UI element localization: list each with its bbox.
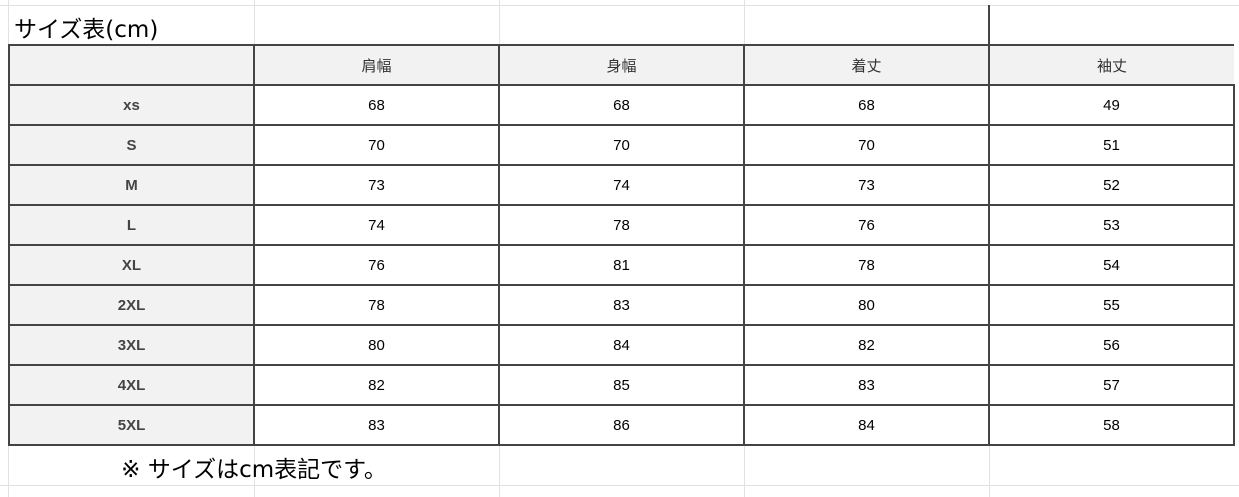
value-cell[interactable]: 78: [743, 244, 990, 286]
value-cell[interactable]: 80: [253, 324, 500, 366]
value-cell[interactable]: 74: [498, 164, 745, 206]
value-cell[interactable]: 81: [498, 244, 745, 286]
value-cell[interactable]: 52: [988, 164, 1235, 206]
gridline: [989, 445, 990, 497]
sheet-title[interactable]: サイズ表(cm): [14, 17, 159, 43]
size-table: 肩幅 身幅 着丈 袖丈 xs 68 68 68 49 S 70 70 70 51 M 73 74 73 52 L 74 7…: [8, 44, 1235, 446]
value-cell[interactable]: 58: [988, 404, 1235, 446]
table-row: XL 76 81 78 54: [8, 244, 1235, 286]
value-cell[interactable]: 76: [743, 204, 990, 246]
value-cell[interactable]: 83: [498, 284, 745, 326]
table-row: 4XL 82 85 83 57: [8, 364, 1235, 406]
header-cell[interactable]: 身幅: [498, 44, 745, 86]
value-cell[interactable]: 57: [988, 364, 1235, 406]
header-cell[interactable]: 袖丈: [988, 44, 1234, 86]
gridline: [0, 5, 1239, 6]
value-cell[interactable]: 68: [253, 84, 500, 126]
value-cell[interactable]: 86: [498, 404, 745, 446]
value-cell[interactable]: 55: [988, 284, 1235, 326]
table-row: 5XL 83 86 84 58: [8, 404, 1235, 446]
value-cell[interactable]: 70: [253, 124, 500, 166]
value-cell[interactable]: 82: [743, 324, 990, 366]
header-row: 肩幅 身幅 着丈 袖丈: [8, 44, 1234, 86]
size-cell[interactable]: 4XL: [8, 364, 255, 406]
value-cell[interactable]: 83: [743, 364, 990, 406]
value-cell[interactable]: 53: [988, 204, 1235, 246]
value-cell[interactable]: 73: [743, 164, 990, 206]
header-cell[interactable]: [8, 44, 255, 86]
value-cell[interactable]: 83: [253, 404, 500, 446]
table-row: xs 68 68 68 49: [8, 84, 1235, 126]
gridline: [0, 485, 1239, 486]
header-cell[interactable]: 着丈: [743, 44, 990, 86]
size-cell[interactable]: 5XL: [8, 404, 255, 446]
table-row: M 73 74 73 52: [8, 164, 1235, 206]
value-cell[interactable]: 80: [743, 284, 990, 326]
size-cell[interactable]: M: [8, 164, 255, 206]
table-row: L 74 78 76 53: [8, 204, 1235, 246]
value-cell[interactable]: 84: [498, 324, 745, 366]
size-cell[interactable]: xs: [8, 84, 255, 126]
size-cell[interactable]: 2XL: [8, 284, 255, 326]
value-cell[interactable]: 49: [988, 84, 1235, 126]
cell-border: [988, 5, 990, 45]
gridline: [499, 445, 500, 497]
value-cell[interactable]: 82: [253, 364, 500, 406]
header-cell[interactable]: 肩幅: [253, 44, 500, 86]
value-cell[interactable]: 74: [253, 204, 500, 246]
table-row: S 70 70 70 51: [8, 124, 1235, 166]
value-cell[interactable]: 85: [498, 364, 745, 406]
value-cell[interactable]: 68: [743, 84, 990, 126]
size-cell[interactable]: L: [8, 204, 255, 246]
value-cell[interactable]: 56: [988, 324, 1235, 366]
value-cell[interactable]: 70: [498, 124, 745, 166]
size-cell[interactable]: XL: [8, 244, 255, 286]
table-row: 3XL 80 84 82 56: [8, 324, 1235, 366]
table-row: 2XL 78 83 80 55: [8, 284, 1235, 326]
value-cell[interactable]: 70: [743, 124, 990, 166]
value-cell[interactable]: 76: [253, 244, 500, 286]
gridline: [499, 0, 500, 45]
value-cell[interactable]: 51: [988, 124, 1235, 166]
value-cell[interactable]: 54: [988, 244, 1235, 286]
value-cell[interactable]: 84: [743, 404, 990, 446]
size-cell[interactable]: S: [8, 124, 255, 166]
value-cell[interactable]: 73: [253, 164, 500, 206]
note-text[interactable]: ※ サイズはcm表記です。: [121, 457, 387, 483]
size-cell[interactable]: 3XL: [8, 324, 255, 366]
value-cell[interactable]: 78: [498, 204, 745, 246]
value-cell[interactable]: 68: [498, 84, 745, 126]
value-cell[interactable]: 78: [253, 284, 500, 326]
